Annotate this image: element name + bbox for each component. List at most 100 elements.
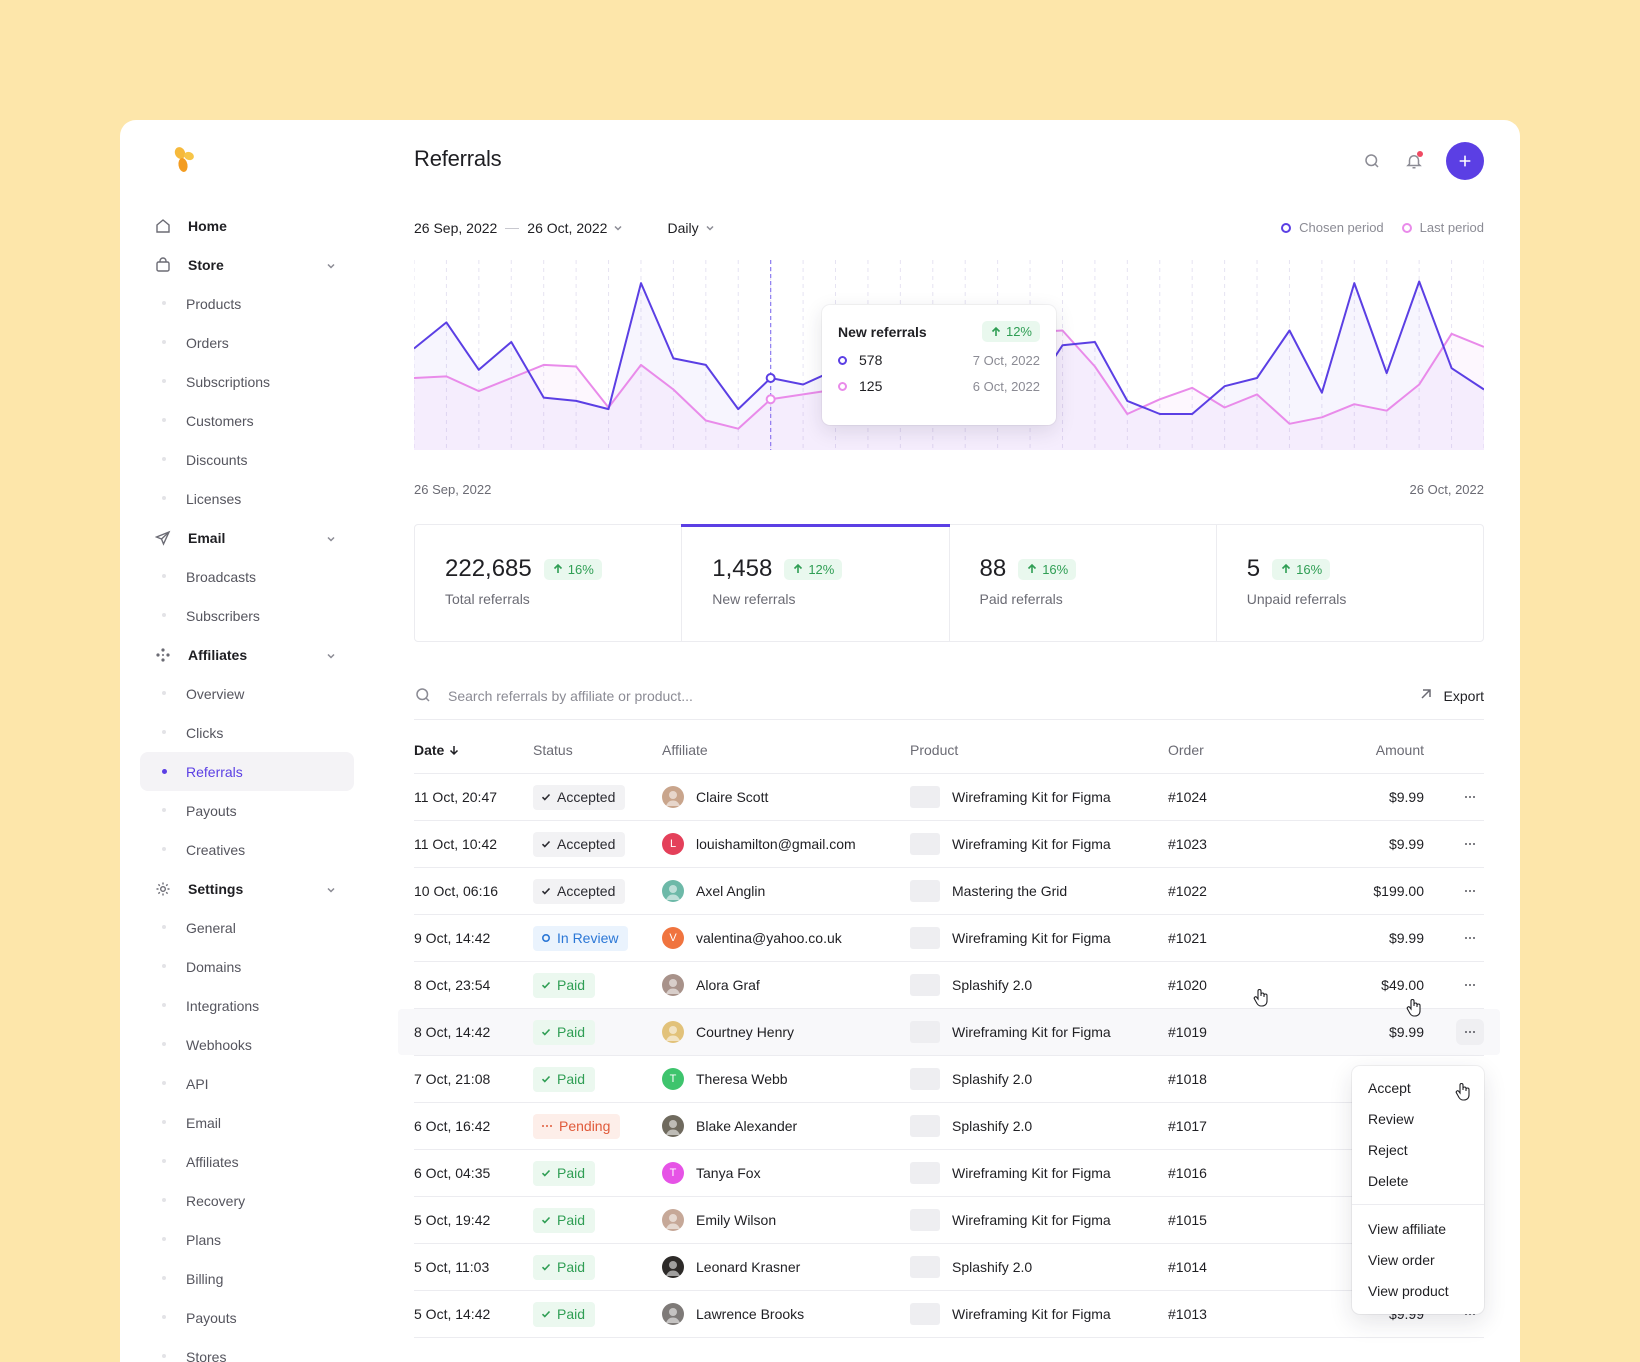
cell-order[interactable]: #1024 xyxy=(1168,789,1207,805)
sidebar-item-creatives[interactable]: Creatives xyxy=(140,830,354,869)
sidebar-item-email[interactable]: Email xyxy=(140,1103,354,1142)
affiliate-name[interactable]: Alora Graf xyxy=(696,977,760,993)
cell-order[interactable]: #1022 xyxy=(1168,883,1207,899)
sidebar-item-general[interactable]: General xyxy=(140,908,354,947)
sidebar-item-subscriptions[interactable]: Subscriptions xyxy=(140,362,354,401)
menu-item-review[interactable]: Review xyxy=(1368,1110,1414,1127)
more-actions-button[interactable] xyxy=(1456,784,1484,810)
affiliate-name[interactable]: Theresa Webb xyxy=(696,1071,788,1087)
table-row[interactable]: 5 Oct, 11:03 Paid Leonard Krasner Splashify… xyxy=(414,1244,1484,1291)
sidebar-item-licenses[interactable]: Licenses xyxy=(140,479,354,518)
header-status[interactable]: Status xyxy=(533,741,573,758)
legend-chosen-period[interactable]: Chosen period xyxy=(1281,220,1384,235)
affiliate-name[interactable]: louishamilton@gmail.com xyxy=(696,836,856,852)
affiliate-name[interactable]: Emily Wilson xyxy=(696,1212,777,1228)
sidebar-item-overview[interactable]: Overview xyxy=(140,674,354,713)
interval-select[interactable]: Daily xyxy=(667,220,714,236)
sidebar-group-affiliates[interactable]: Affiliates xyxy=(140,635,354,674)
cell-order[interactable]: #1018 xyxy=(1168,1071,1207,1087)
export-button[interactable]: Export xyxy=(1418,686,1484,705)
menu-item-view-product[interactable]: View product xyxy=(1368,1282,1449,1299)
affiliate-name[interactable]: Claire Scott xyxy=(696,789,769,805)
menu-item-accept[interactable]: Accept xyxy=(1368,1079,1411,1096)
sort-date-header[interactable]: Date xyxy=(414,742,533,758)
header-amount[interactable]: Amount xyxy=(1375,741,1424,758)
affiliate-name[interactable]: Tanya Fox xyxy=(696,1165,761,1181)
product-name[interactable]: Wireframing Kit for Figma xyxy=(952,789,1111,805)
more-actions-button[interactable] xyxy=(1456,878,1484,904)
more-actions-button[interactable] xyxy=(1456,1019,1484,1045)
sidebar-item-stores[interactable]: Stores xyxy=(140,1337,354,1362)
affiliate-name[interactable]: Leonard Krasner xyxy=(696,1259,801,1275)
sidebar-item-referrals[interactable]: Referrals xyxy=(140,752,354,791)
product-name[interactable]: Wireframing Kit for Figma xyxy=(952,836,1111,852)
chevron-down-icon[interactable] xyxy=(613,220,623,236)
sidebar-item-domains[interactable]: Domains xyxy=(140,947,354,986)
product-name[interactable]: Splashify 2.0 xyxy=(952,1071,1033,1087)
menu-item-view-order[interactable]: View order xyxy=(1368,1251,1435,1268)
affiliate-name[interactable]: Blake Alexander xyxy=(696,1118,798,1134)
cell-order[interactable]: #1017 xyxy=(1168,1118,1207,1134)
more-actions-button[interactable] xyxy=(1456,972,1484,998)
product-name[interactable]: Mastering the Grid xyxy=(952,883,1068,899)
sidebar-item-customers[interactable]: Customers xyxy=(140,401,354,440)
sidebar-item-payouts[interactable]: Payouts xyxy=(140,791,354,830)
product-name[interactable]: Wireframing Kit for Figma xyxy=(952,1165,1111,1181)
header-order[interactable]: Order xyxy=(1168,741,1204,758)
product-name[interactable]: Wireframing Kit for Figma xyxy=(952,1212,1111,1228)
product-name[interactable]: Wireframing Kit for Figma xyxy=(952,1024,1111,1040)
search-icon[interactable] xyxy=(1362,151,1382,171)
stat-card[interactable]: 222,685 16% Total referrals xyxy=(415,525,683,641)
brand-logo[interactable] xyxy=(172,146,196,176)
stat-card[interactable]: 1,458 12% New referrals xyxy=(681,524,950,641)
cell-order[interactable]: #1019 xyxy=(1168,1024,1207,1040)
header-affiliate[interactable]: Affiliate xyxy=(662,741,708,758)
table-row[interactable]: 7 Oct, 21:08 Paid T Theresa Webb Splashify 2… xyxy=(414,1056,1484,1103)
search-input[interactable] xyxy=(448,687,1048,704)
product-name[interactable]: Wireframing Kit for Figma xyxy=(952,930,1111,946)
sidebar-group-email[interactable]: Email xyxy=(140,518,354,557)
table-row[interactable]: 5 Oct, 19:42 Paid Emily Wilson Wireframing … xyxy=(414,1197,1484,1244)
product-name[interactable]: Wireframing Kit for Figma xyxy=(952,1306,1111,1322)
affiliate-name[interactable]: Courtney Henry xyxy=(696,1024,795,1040)
affiliate-name[interactable]: valentina@yahoo.co.uk xyxy=(696,930,842,946)
menu-item-delete[interactable]: Delete xyxy=(1368,1172,1409,1189)
date-range-end[interactable]: 26 Oct, 2022 xyxy=(527,220,608,236)
stat-card[interactable]: 88 16% Paid referrals xyxy=(950,525,1217,641)
stat-card[interactable]: 5 16% Unpaid referrals xyxy=(1217,525,1483,641)
cell-order[interactable]: #1015 xyxy=(1168,1212,1207,1228)
table-row[interactable]: 6 Oct, 04:35 Paid T Tanya Fox Wireframing Ki… xyxy=(414,1150,1484,1197)
table-row[interactable]: 6 Oct, 16:42 Pending Blake Alexander Splash… xyxy=(414,1103,1484,1150)
add-button[interactable] xyxy=(1446,142,1484,180)
sidebar-item-payouts[interactable]: Payouts xyxy=(140,1298,354,1337)
cell-order[interactable]: #1023 xyxy=(1168,836,1207,852)
table-row[interactable]: 5 Oct, 14:42 Paid Lawrence Brooks Wireframi… xyxy=(414,1291,1484,1338)
sidebar-item-orders[interactable]: Orders xyxy=(140,323,354,362)
sidebar-item-discounts[interactable]: Discounts xyxy=(140,440,354,479)
sidebar-item-subscribers[interactable]: Subscribers xyxy=(140,596,354,635)
menu-item-view-affiliate[interactable]: View affiliate xyxy=(1368,1220,1447,1237)
cell-order[interactable]: #1013 xyxy=(1168,1306,1207,1322)
sidebar-item-affiliates[interactable]: Affiliates xyxy=(140,1142,354,1181)
legend-last-period[interactable]: Last period xyxy=(1401,220,1484,235)
sidebar-item-integrations[interactable]: Integrations xyxy=(140,986,354,1025)
sidebar-item-api[interactable]: API xyxy=(140,1064,354,1103)
sidebar-item-billing[interactable]: Billing xyxy=(140,1259,354,1298)
date-range-start[interactable]: 26 Sep, 2022 xyxy=(414,220,498,236)
bell-icon[interactable] xyxy=(1404,151,1424,171)
table-row[interactable]: 11 Oct, 20:47 Accepted Claire Scott Wirefra… xyxy=(414,774,1484,821)
cell-order[interactable]: #1021 xyxy=(1168,930,1207,946)
product-name[interactable]: Splashify 2.0 xyxy=(952,1259,1033,1275)
sidebar-item-recovery[interactable]: Recovery xyxy=(140,1181,354,1220)
more-actions-button[interactable] xyxy=(1456,831,1484,857)
header-product[interactable]: Product xyxy=(910,741,959,758)
table-row[interactable]: 8 Oct, 23:54 Paid Alora Graf Splashify 2.0 #… xyxy=(414,962,1484,1009)
affiliate-name[interactable]: Axel Anglin xyxy=(696,883,766,899)
menu-item-reject[interactable]: Reject xyxy=(1368,1141,1408,1158)
sidebar-item-webhooks[interactable]: Webhooks xyxy=(140,1025,354,1064)
table-row[interactable]: 10 Oct, 06:16 Accepted Axel Anglin Masterin… xyxy=(414,868,1484,915)
sidebar-item-broadcasts[interactable]: Broadcasts xyxy=(140,557,354,596)
sidebar-item-plans[interactable]: Plans xyxy=(140,1220,354,1259)
